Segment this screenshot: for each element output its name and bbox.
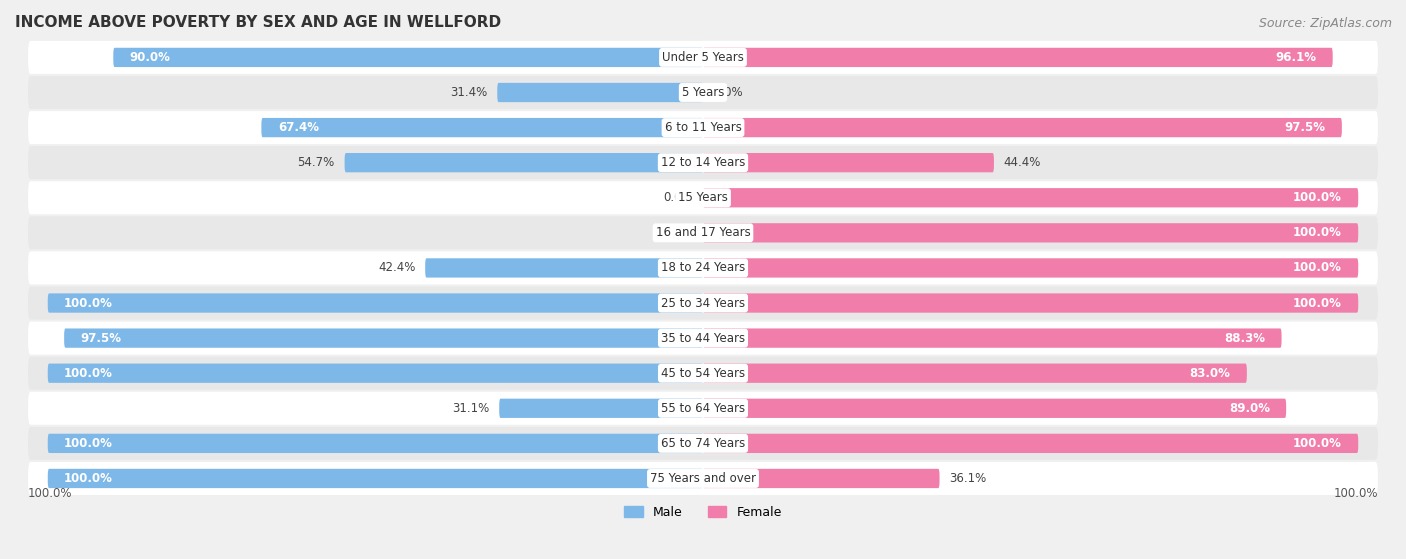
Text: 0.0%: 0.0% [664,191,693,204]
Text: INCOME ABOVE POVERTY BY SEX AND AGE IN WELLFORD: INCOME ABOVE POVERTY BY SEX AND AGE IN W… [15,15,501,30]
Text: 45 to 54 Years: 45 to 54 Years [661,367,745,380]
Text: Source: ZipAtlas.com: Source: ZipAtlas.com [1258,17,1392,30]
FancyBboxPatch shape [703,118,1341,137]
FancyBboxPatch shape [498,83,703,102]
FancyBboxPatch shape [48,434,703,453]
FancyBboxPatch shape [262,118,703,137]
Legend: Male, Female: Male, Female [619,501,787,524]
Text: 100.0%: 100.0% [1294,191,1341,204]
FancyBboxPatch shape [703,188,1358,207]
FancyBboxPatch shape [703,223,1358,243]
Text: 100.0%: 100.0% [65,296,112,310]
Text: 25 to 34 Years: 25 to 34 Years [661,296,745,310]
Text: 75 Years and over: 75 Years and over [650,472,756,485]
Text: 5 Years: 5 Years [682,86,724,99]
FancyBboxPatch shape [48,293,703,312]
Text: 100.0%: 100.0% [1333,487,1378,500]
Text: 100.0%: 100.0% [1294,437,1341,450]
FancyBboxPatch shape [28,321,1378,354]
FancyBboxPatch shape [703,434,1358,453]
FancyBboxPatch shape [114,48,703,67]
Text: 54.7%: 54.7% [298,156,335,169]
FancyBboxPatch shape [703,48,1333,67]
FancyBboxPatch shape [499,399,703,418]
Text: 0.0%: 0.0% [713,86,742,99]
Text: 90.0%: 90.0% [129,51,170,64]
FancyBboxPatch shape [703,399,1286,418]
Text: 55 to 64 Years: 55 to 64 Years [661,402,745,415]
Text: 67.4%: 67.4% [278,121,319,134]
FancyBboxPatch shape [28,146,1378,179]
FancyBboxPatch shape [28,462,1378,495]
Text: 100.0%: 100.0% [28,487,73,500]
FancyBboxPatch shape [28,357,1378,390]
Text: 35 to 44 Years: 35 to 44 Years [661,331,745,344]
FancyBboxPatch shape [28,427,1378,460]
FancyBboxPatch shape [703,363,1247,383]
Text: 36.1%: 36.1% [949,472,987,485]
Text: 97.5%: 97.5% [80,331,121,344]
FancyBboxPatch shape [48,363,703,383]
FancyBboxPatch shape [28,41,1378,74]
FancyBboxPatch shape [703,469,939,488]
Text: 42.4%: 42.4% [378,262,415,274]
Text: 15 Years: 15 Years [678,191,728,204]
FancyBboxPatch shape [28,252,1378,285]
Text: 96.1%: 96.1% [1275,51,1316,64]
Text: 31.4%: 31.4% [450,86,488,99]
Text: 100.0%: 100.0% [65,472,112,485]
FancyBboxPatch shape [703,293,1358,312]
FancyBboxPatch shape [425,258,703,278]
Text: 100.0%: 100.0% [1294,226,1341,239]
FancyBboxPatch shape [28,76,1378,109]
Text: 18 to 24 Years: 18 to 24 Years [661,262,745,274]
Text: 83.0%: 83.0% [1189,367,1230,380]
FancyBboxPatch shape [344,153,703,172]
FancyBboxPatch shape [28,287,1378,320]
Text: 100.0%: 100.0% [1294,296,1341,310]
Text: 44.4%: 44.4% [1004,156,1040,169]
Text: 6 to 11 Years: 6 to 11 Years [665,121,741,134]
Text: 65 to 74 Years: 65 to 74 Years [661,437,745,450]
FancyBboxPatch shape [28,392,1378,425]
FancyBboxPatch shape [703,329,1282,348]
Text: 31.1%: 31.1% [453,402,489,415]
Text: 88.3%: 88.3% [1225,331,1265,344]
FancyBboxPatch shape [28,181,1378,214]
FancyBboxPatch shape [703,258,1358,278]
Text: 100.0%: 100.0% [65,367,112,380]
Text: 89.0%: 89.0% [1229,402,1270,415]
FancyBboxPatch shape [703,153,994,172]
Text: 12 to 14 Years: 12 to 14 Years [661,156,745,169]
FancyBboxPatch shape [65,329,703,348]
Text: Under 5 Years: Under 5 Years [662,51,744,64]
Text: 100.0%: 100.0% [65,437,112,450]
FancyBboxPatch shape [48,469,703,488]
Text: 100.0%: 100.0% [1294,262,1341,274]
Text: 16 and 17 Years: 16 and 17 Years [655,226,751,239]
Text: 97.5%: 97.5% [1285,121,1326,134]
FancyBboxPatch shape [28,216,1378,249]
Text: 0.0%: 0.0% [664,226,693,239]
FancyBboxPatch shape [28,111,1378,144]
